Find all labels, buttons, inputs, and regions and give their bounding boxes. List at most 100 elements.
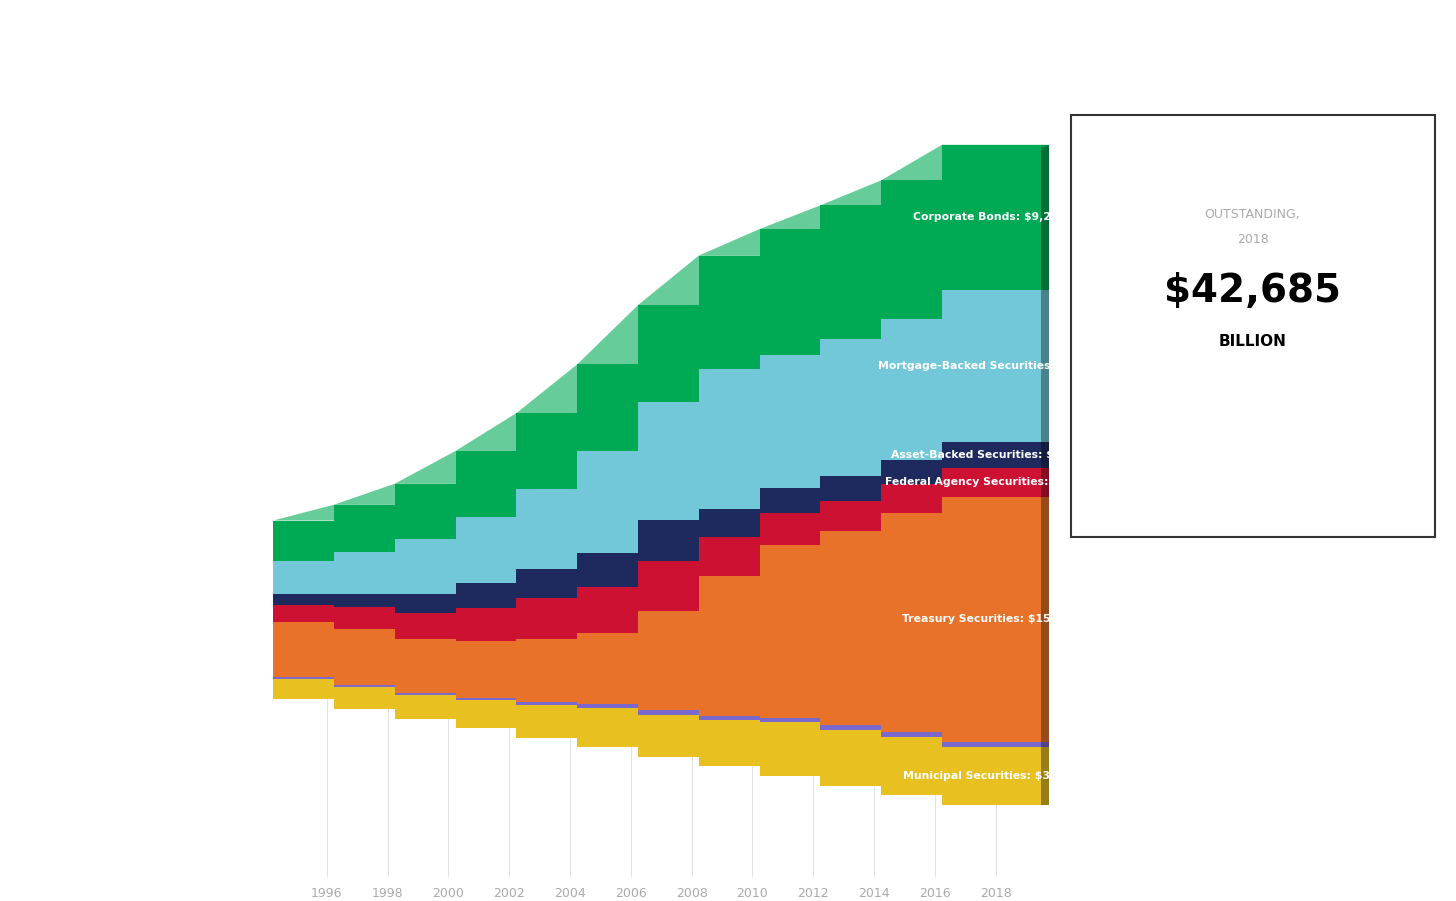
Polygon shape bbox=[699, 508, 807, 537]
Polygon shape bbox=[858, 545, 866, 718]
Polygon shape bbox=[858, 229, 866, 355]
Polygon shape bbox=[676, 633, 684, 704]
Polygon shape bbox=[274, 505, 441, 521]
Polygon shape bbox=[919, 725, 927, 730]
Polygon shape bbox=[517, 413, 623, 488]
Polygon shape bbox=[676, 707, 684, 747]
Polygon shape bbox=[942, 742, 1050, 747]
Polygon shape bbox=[1041, 747, 1050, 805]
Polygon shape bbox=[980, 460, 989, 485]
Polygon shape bbox=[919, 531, 927, 725]
Text: 2018: 2018 bbox=[1236, 233, 1268, 246]
Text: Asset-Backed Securities: $1,615.6: Asset-Backed Securities: $1,615.6 bbox=[891, 450, 1101, 460]
Polygon shape bbox=[371, 677, 380, 679]
Polygon shape bbox=[517, 364, 684, 413]
Polygon shape bbox=[699, 576, 807, 716]
Polygon shape bbox=[577, 587, 684, 633]
Text: Corporate Bonds: $9,216.2: Corporate Bonds: $9,216.2 bbox=[913, 212, 1077, 223]
Polygon shape bbox=[919, 730, 927, 786]
Polygon shape bbox=[577, 364, 684, 450]
Polygon shape bbox=[1041, 496, 1050, 742]
Polygon shape bbox=[274, 605, 380, 622]
Polygon shape bbox=[395, 594, 502, 613]
Polygon shape bbox=[274, 521, 380, 561]
Polygon shape bbox=[737, 561, 745, 612]
Polygon shape bbox=[395, 450, 562, 484]
Polygon shape bbox=[881, 180, 989, 319]
Polygon shape bbox=[1041, 442, 1050, 468]
Polygon shape bbox=[942, 289, 1050, 442]
Polygon shape bbox=[821, 476, 927, 501]
Polygon shape bbox=[1041, 468, 1050, 496]
Polygon shape bbox=[577, 704, 684, 707]
Polygon shape bbox=[614, 640, 623, 702]
Polygon shape bbox=[942, 442, 1050, 468]
Polygon shape bbox=[456, 583, 562, 608]
Text: 2000: 2000 bbox=[432, 887, 464, 900]
Polygon shape bbox=[555, 450, 562, 517]
Polygon shape bbox=[638, 256, 807, 305]
Polygon shape bbox=[614, 702, 623, 705]
Text: 2010: 2010 bbox=[737, 887, 769, 900]
Polygon shape bbox=[737, 714, 745, 757]
Polygon shape bbox=[371, 622, 380, 677]
Polygon shape bbox=[395, 696, 502, 718]
Polygon shape bbox=[881, 485, 989, 514]
Polygon shape bbox=[942, 496, 1050, 742]
Polygon shape bbox=[980, 737, 989, 796]
Polygon shape bbox=[638, 520, 745, 561]
Text: BILLION: BILLION bbox=[1219, 333, 1287, 349]
Polygon shape bbox=[821, 339, 927, 476]
Polygon shape bbox=[699, 369, 807, 508]
Polygon shape bbox=[555, 697, 562, 700]
Text: Municipal Securities: $3,675.1: Municipal Securities: $3,675.1 bbox=[903, 771, 1089, 781]
Polygon shape bbox=[699, 716, 807, 721]
Polygon shape bbox=[456, 517, 562, 583]
Polygon shape bbox=[699, 229, 866, 256]
Polygon shape bbox=[821, 531, 927, 725]
Polygon shape bbox=[737, 612, 745, 710]
Text: Mortgage-Backed Securities: $9,732.3: Mortgage-Backed Securities: $9,732.3 bbox=[878, 361, 1112, 371]
Polygon shape bbox=[371, 595, 380, 605]
Polygon shape bbox=[555, 583, 562, 608]
Polygon shape bbox=[858, 355, 866, 488]
Polygon shape bbox=[942, 468, 1050, 496]
Polygon shape bbox=[395, 640, 502, 693]
Polygon shape bbox=[333, 551, 441, 595]
Polygon shape bbox=[494, 640, 502, 693]
Polygon shape bbox=[737, 520, 745, 561]
Polygon shape bbox=[858, 488, 866, 514]
Polygon shape bbox=[919, 339, 927, 476]
Polygon shape bbox=[760, 545, 866, 718]
Text: 1996: 1996 bbox=[312, 887, 342, 900]
Polygon shape bbox=[798, 576, 807, 716]
Polygon shape bbox=[821, 180, 989, 205]
Polygon shape bbox=[638, 403, 745, 520]
Polygon shape bbox=[577, 633, 684, 704]
Polygon shape bbox=[760, 488, 866, 514]
Text: 2002: 2002 bbox=[494, 887, 526, 900]
Polygon shape bbox=[821, 205, 927, 339]
Polygon shape bbox=[676, 587, 684, 633]
Polygon shape bbox=[760, 205, 927, 229]
Polygon shape bbox=[432, 551, 441, 595]
Polygon shape bbox=[371, 561, 380, 595]
Text: 2004: 2004 bbox=[555, 887, 585, 900]
Polygon shape bbox=[494, 613, 502, 640]
Polygon shape bbox=[614, 598, 623, 640]
Polygon shape bbox=[395, 539, 502, 594]
Polygon shape bbox=[456, 700, 562, 728]
Polygon shape bbox=[737, 710, 745, 714]
Polygon shape bbox=[333, 687, 441, 709]
Polygon shape bbox=[456, 413, 623, 450]
Polygon shape bbox=[333, 595, 441, 607]
Polygon shape bbox=[798, 716, 807, 721]
Text: 2012: 2012 bbox=[798, 887, 828, 900]
Polygon shape bbox=[274, 561, 380, 595]
Polygon shape bbox=[517, 640, 623, 702]
Polygon shape bbox=[760, 355, 866, 488]
Polygon shape bbox=[371, 605, 380, 622]
Polygon shape bbox=[432, 629, 441, 685]
Polygon shape bbox=[517, 598, 623, 640]
Polygon shape bbox=[614, 413, 623, 488]
